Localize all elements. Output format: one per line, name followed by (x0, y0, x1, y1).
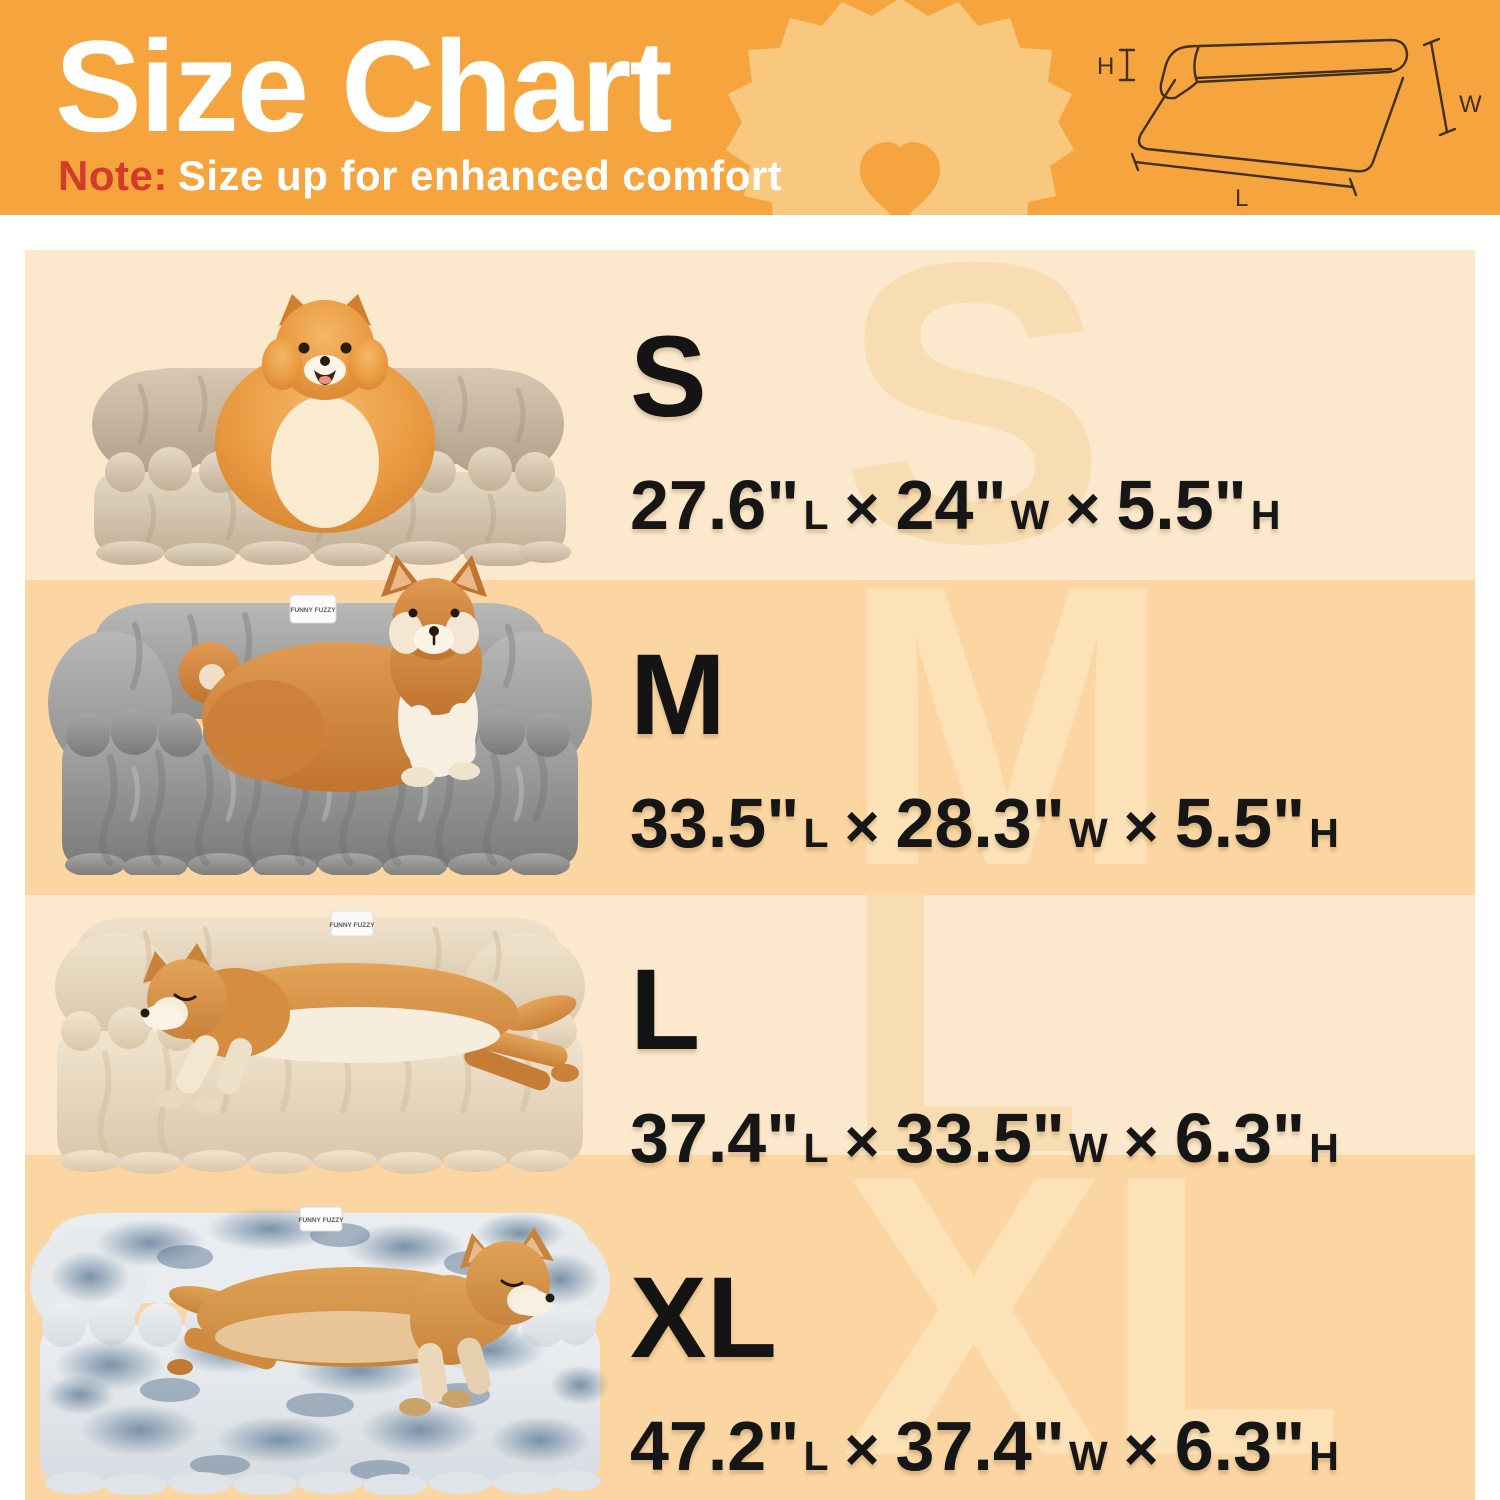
photo-shiba-grey-bed: FUNNY FUZZY (48, 555, 592, 875)
sleeping-shiba-dog (167, 1227, 555, 1416)
size-rows: S S 27.6"L × 24"W × 5.5"H M M 33.5"L × 28.3"W ×… (25, 250, 1475, 1500)
watermark-letter: L (840, 895, 1084, 1155)
svg-text:FUNNY FUZZY: FUNNY FUZZY (290, 607, 336, 614)
watermark-letter: XL (840, 1155, 1345, 1500)
dimensions-s: 27.6"L × 24"W × 5.5"H (630, 466, 1281, 544)
dimensions-m: 33.5"L × 28.3"W × 5.5"H (630, 784, 1339, 862)
note-text: Size up for enhanced comfort (177, 152, 783, 199)
page-title: Size Chart (55, 13, 673, 159)
header: Size Chart Note: Size up for enhanced com… (0, 0, 1500, 215)
size-label-m: M (630, 631, 726, 759)
brand-tag: FUNNY FUZZY (329, 910, 375, 937)
shiba-dog (179, 555, 487, 792)
note-line: Note: Size up for enhanced comfort (58, 152, 782, 200)
dimensions-l: 37.4"L × 33.5"W × 6.3"H (630, 1099, 1339, 1177)
pomeranian-dog (215, 294, 435, 533)
size-label-l: L (630, 946, 701, 1074)
brand-tag: FUNNY FUZZY (289, 594, 337, 624)
watermark-letter: M (840, 580, 1173, 895)
photo-pomeranian-tan-bed (92, 294, 571, 566)
sleeping-shiba-dog (140, 943, 579, 1113)
watermark-letter: S (840, 250, 1107, 580)
photo-shiba-blue-tiedye-bed: FUNNY FUZZY (30, 1206, 610, 1495)
svg-text:FUNNY FUZZY: FUNNY FUZZY (298, 1217, 344, 1224)
svg-text:FUNNY FUZZY: FUNNY FUZZY (329, 922, 375, 929)
dimensions-xl: 47.2"L × 37.4"W × 6.3"H (630, 1407, 1339, 1485)
diagram-label-w: W (1459, 91, 1482, 118)
heart-icon (860, 142, 940, 215)
brand-tag: FUNNY FUZZY (298, 1206, 344, 1232)
fluffy-dog-silhouette-icon (726, 0, 1074, 215)
size-label-xl: XL (630, 1254, 777, 1382)
size-label-s: S (630, 313, 707, 441)
bed-dimension-diagram: H W L (1097, 37, 1482, 210)
note-label: Note: (58, 152, 168, 199)
diagram-label-h: H (1097, 53, 1114, 80)
photo-shiba-cream-bed: FUNNY FUZZY (55, 910, 585, 1174)
diagram-label-l: L (1235, 185, 1248, 210)
